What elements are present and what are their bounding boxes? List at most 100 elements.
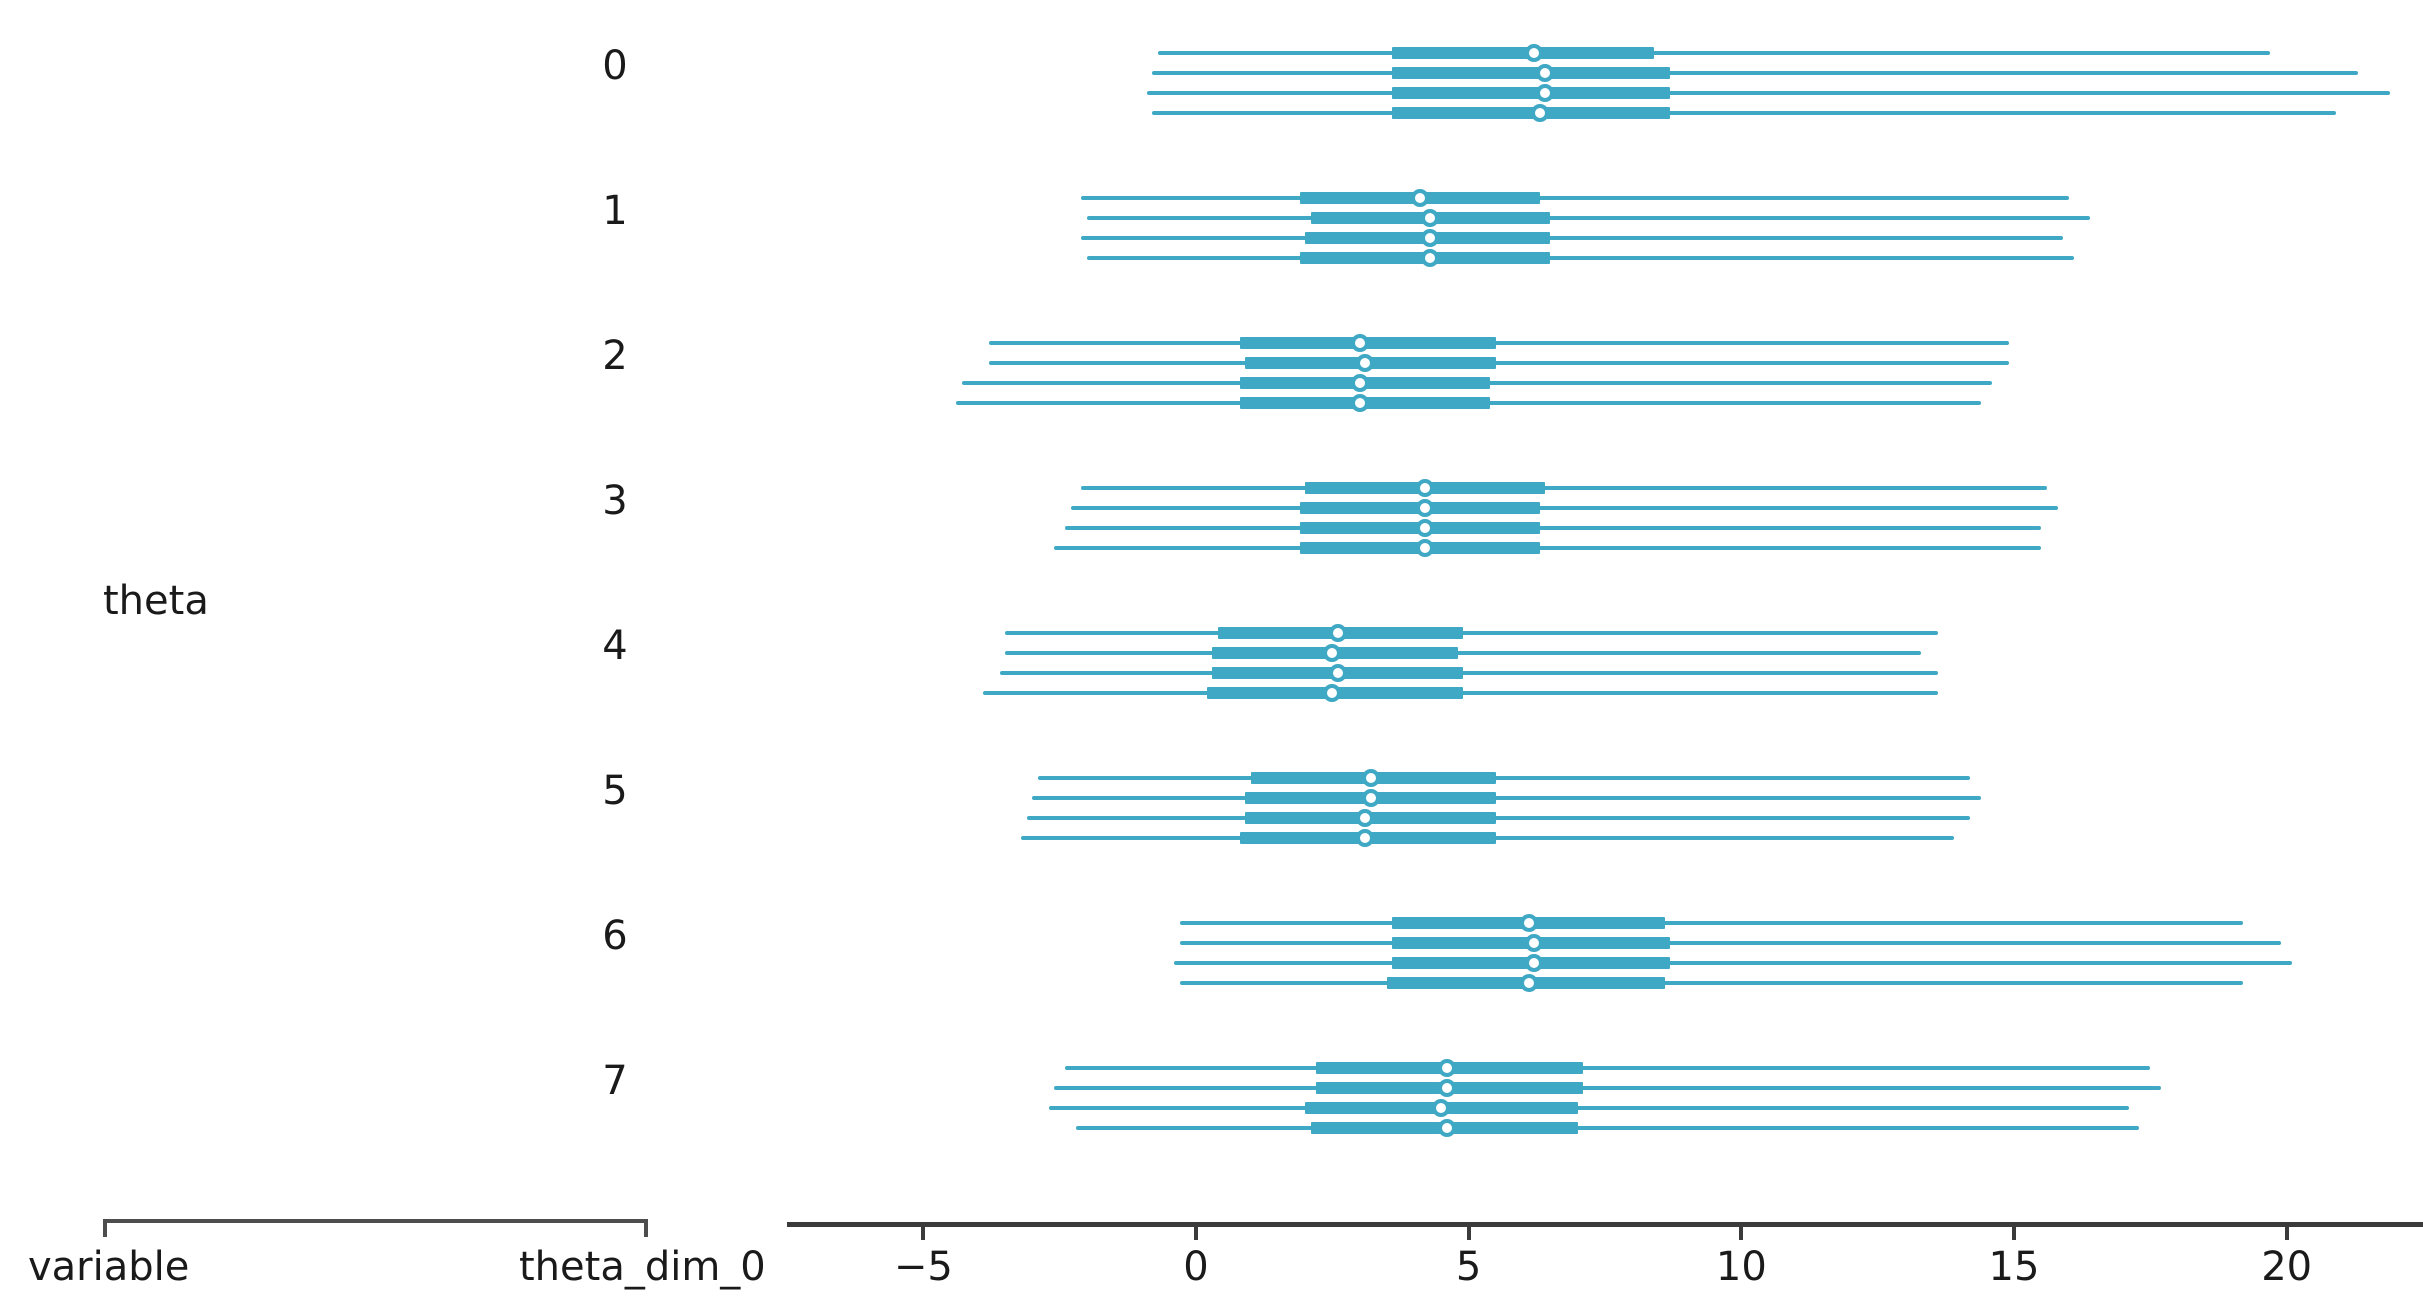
point-estimate-marker	[1421, 249, 1440, 267]
point-estimate-marker	[1437, 1059, 1456, 1077]
credible-interval-row	[0, 785, 2423, 811]
point-estimate-marker	[1361, 789, 1380, 807]
point-estimate-marker	[1536, 64, 1554, 82]
group-label-1: 1	[602, 188, 628, 234]
point-estimate-marker	[1525, 934, 1544, 952]
credible-interval-row	[0, 640, 2423, 666]
x-tick-label: 20	[2261, 1244, 2313, 1290]
hdi-94-line	[1086, 256, 2074, 260]
credible-interval-row	[0, 1075, 2423, 1101]
hdi-94-line	[1070, 506, 2058, 510]
group-label-5: 5	[602, 768, 628, 814]
hdi-94-line	[1157, 51, 2271, 55]
credible-interval-row	[0, 185, 2423, 211]
point-estimate-marker	[1328, 624, 1347, 642]
credible-interval-row	[0, 825, 2423, 851]
credible-interval-row	[0, 225, 2423, 251]
point-estimate-marker	[1519, 914, 1538, 932]
group-label-4: 4	[602, 623, 628, 669]
credible-interval-row	[0, 970, 2423, 996]
credible-interval-row	[0, 680, 2423, 706]
bracket-bar	[103, 1219, 648, 1223]
hdi-94-line	[1146, 91, 2391, 95]
bracket-cap-left	[103, 1219, 107, 1237]
credible-interval-row	[0, 100, 2423, 126]
x-tick	[1466, 1227, 1471, 1240]
point-estimate-marker	[1421, 229, 1440, 247]
credible-interval-row	[0, 930, 2423, 956]
x-tick-label: 10	[1715, 1244, 1767, 1290]
x-tick	[2284, 1227, 2289, 1240]
x-axis-line	[787, 1222, 2423, 1227]
hdi-50-line	[1392, 47, 1655, 59]
point-estimate-marker	[1416, 479, 1435, 497]
credible-interval-row	[0, 1095, 2423, 1121]
hdi-94-line	[999, 671, 1938, 675]
x-tick	[1194, 1227, 1198, 1240]
credible-interval-row	[0, 1115, 2423, 1141]
hdi-94-line	[1152, 71, 2358, 75]
credible-interval-row	[0, 40, 2423, 66]
hdi-94-line	[1054, 546, 2042, 550]
x-tick	[921, 1227, 926, 1240]
hdi-94-line	[1152, 111, 2336, 115]
hdi-94-line	[1048, 1106, 2129, 1110]
hdi-94-line	[1179, 981, 2244, 985]
point-estimate-marker	[1519, 974, 1538, 992]
point-estimate-marker	[1350, 374, 1369, 392]
credible-interval-row	[0, 370, 2423, 396]
hdi-94-line	[1174, 961, 2293, 965]
credible-interval-row	[0, 660, 2423, 686]
point-estimate-marker	[1536, 84, 1554, 102]
point-estimate-marker	[1323, 644, 1342, 662]
hdi-94-line	[988, 341, 2009, 345]
credible-interval-row	[0, 1055, 2423, 1081]
credible-interval-row	[0, 330, 2423, 356]
point-estimate-marker	[1437, 1079, 1456, 1097]
hdi-94-line	[1054, 1086, 2162, 1090]
variable-axis-label: variable	[28, 1244, 190, 1290]
point-estimate-marker	[1416, 519, 1435, 537]
hdi-94-line	[1065, 526, 2042, 530]
point-estimate-marker	[1356, 829, 1375, 847]
group-label-2: 2	[602, 333, 628, 379]
credible-interval-row	[0, 620, 2423, 646]
x-tick-label: 15	[1988, 1244, 2040, 1290]
hdi-94-line	[1032, 796, 1982, 800]
point-estimate-marker	[1416, 539, 1435, 557]
point-estimate-marker	[1356, 809, 1375, 827]
hdi-94-line	[1179, 921, 2244, 925]
hdi-94-line	[988, 361, 2009, 365]
credible-interval-row	[0, 535, 2423, 561]
hdi-94-line	[1005, 631, 1938, 635]
variable-name-label: theta	[103, 577, 209, 624]
point-estimate-marker	[1410, 189, 1429, 207]
credible-interval-row	[0, 245, 2423, 271]
credible-interval-row	[0, 515, 2423, 541]
x-tick-label: 0	[1183, 1244, 1209, 1290]
x-tick	[1739, 1227, 1744, 1240]
group-label-3: 3	[602, 478, 628, 524]
hdi-94-line	[1005, 651, 1922, 655]
variable-dim-label: theta_dim_0	[519, 1244, 766, 1290]
x-tick-label: 5	[1455, 1244, 1482, 1290]
x-tick	[2012, 1227, 2016, 1240]
bracket-cap-right	[644, 1219, 648, 1237]
credible-interval-row	[0, 390, 2423, 416]
hdi-50-line	[1392, 87, 1671, 99]
x-tick-label: −5	[893, 1244, 953, 1290]
hdi-94-line	[1026, 816, 1971, 820]
credible-interval-row	[0, 80, 2423, 106]
credible-interval-row	[0, 495, 2423, 521]
group-label-0: 0	[602, 43, 628, 89]
credible-interval-row	[0, 205, 2423, 231]
point-estimate-marker	[1323, 684, 1342, 702]
credible-interval-row	[0, 60, 2423, 86]
group-label-6: 6	[602, 913, 628, 959]
hdi-94-line	[1086, 216, 2091, 220]
point-estimate-marker	[1416, 499, 1435, 517]
point-estimate-marker	[1356, 354, 1375, 372]
point-estimate-marker	[1530, 104, 1549, 122]
credible-interval-row	[0, 350, 2423, 376]
